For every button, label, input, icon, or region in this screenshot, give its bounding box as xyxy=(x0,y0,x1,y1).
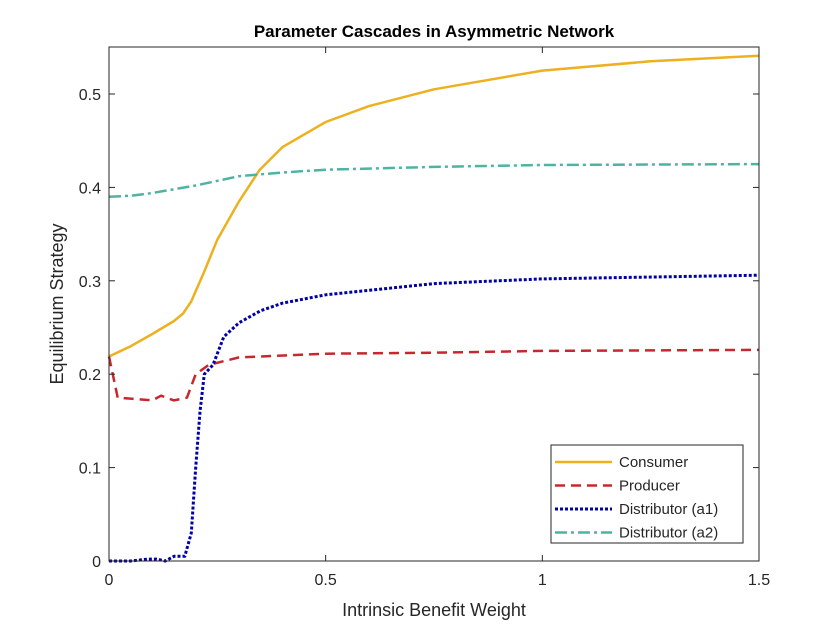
axes-box xyxy=(108,46,760,562)
y-axis-label: Equilibrium Strategy xyxy=(47,223,67,384)
series-layer xyxy=(107,54,760,563)
y-tick-label: 0.1 xyxy=(79,461,101,478)
series-line-distributor-a2 xyxy=(108,162,760,198)
series-line-consumer xyxy=(108,54,760,358)
legend: Consumer Producer Distributor (a1) Distribu… xyxy=(550,444,744,544)
x-tick-label: 0 xyxy=(105,572,114,589)
legend-label: Distributor (a1) xyxy=(619,501,718,518)
x-axis-label: Intrinsic Benefit Weight xyxy=(342,600,526,620)
y-tick-label: 0 xyxy=(92,554,101,571)
legend-label: Distributor (a2) xyxy=(619,525,718,542)
x-tick-label: 1 xyxy=(538,572,547,589)
x-tick-label: 1.5 xyxy=(748,572,770,589)
x-tick-label: 0.5 xyxy=(315,572,337,589)
chart-title: Parameter Cascades in Asymmetric Network xyxy=(254,22,615,41)
axes-layer: 0 0.5 1 1.5 0 0.1 0.2 0.3 0.4 0.5 xyxy=(79,46,770,589)
y-tick-label: 0.3 xyxy=(79,274,101,291)
series-line-distributor-a1 xyxy=(109,273,760,563)
legend-label: Producer xyxy=(619,478,680,495)
y-tick-label: 0.4 xyxy=(79,180,101,197)
y-tick-label: 0.2 xyxy=(79,367,101,384)
y-tick-label: 0.5 xyxy=(79,87,101,104)
legend-label: Consumer xyxy=(619,454,688,471)
